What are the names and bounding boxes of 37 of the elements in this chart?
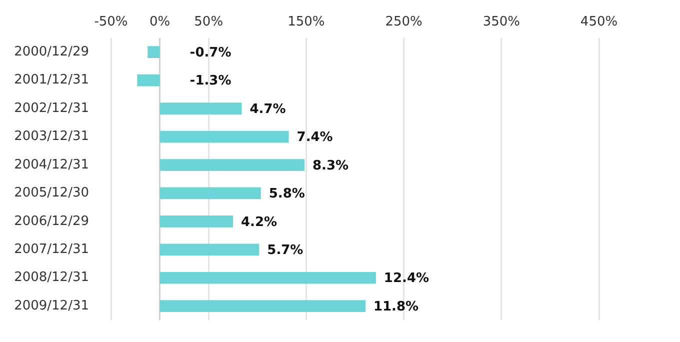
y-tick-label: 2007/12/31 [14, 242, 89, 258]
data-label: 4.7% [250, 102, 286, 117]
y-tick-label: 2004/12/31 [14, 157, 89, 172]
bar [160, 300, 366, 312]
x2-tick-label: 0% [149, 14, 170, 30]
data-label: 7.4% [296, 130, 333, 146]
bar [160, 102, 242, 114]
y-tick-label: 2001/12/31 [14, 72, 89, 88]
data-label: 12.4% [384, 271, 430, 286]
y-tick-label: 2000/12/29 [14, 44, 89, 60]
bar [160, 159, 304, 171]
data-label: 5.7% [267, 243, 304, 258]
data-label: 4.2% [241, 214, 278, 230]
bar [160, 130, 289, 143]
x2-tick-label: 250% [385, 14, 422, 30]
y-tick-label: 2006/12/29 [14, 214, 89, 229]
data-label: 8.3% [312, 158, 349, 174]
data-label: -1.3% [190, 74, 232, 89]
bar [160, 187, 261, 200]
y-tick-label: 2003/12/31 [14, 129, 89, 144]
bar [160, 216, 233, 228]
data-label: 5.8% [268, 186, 305, 202]
x2-tick-label: -50% [94, 14, 128, 30]
x2-tick-label: 50% [194, 14, 224, 30]
bar [148, 46, 160, 58]
x2-tick-label: 150% [288, 14, 325, 30]
y-tick-label: 2005/12/30 [14, 186, 89, 201]
bar [137, 74, 160, 86]
data-label: 11.8% [373, 299, 419, 314]
x2-tick-label: 450% [580, 14, 618, 30]
y-tick-label: 2009/12/31 [14, 298, 89, 314]
y-tick-label: 2002/12/31 [14, 100, 89, 116]
data-label: -0.7% [190, 45, 232, 60]
x2-tick-label: 350% [482, 14, 520, 30]
y-tick-label: 2008/12/31 [14, 270, 89, 286]
bar [160, 272, 376, 284]
bar [160, 244, 260, 256]
